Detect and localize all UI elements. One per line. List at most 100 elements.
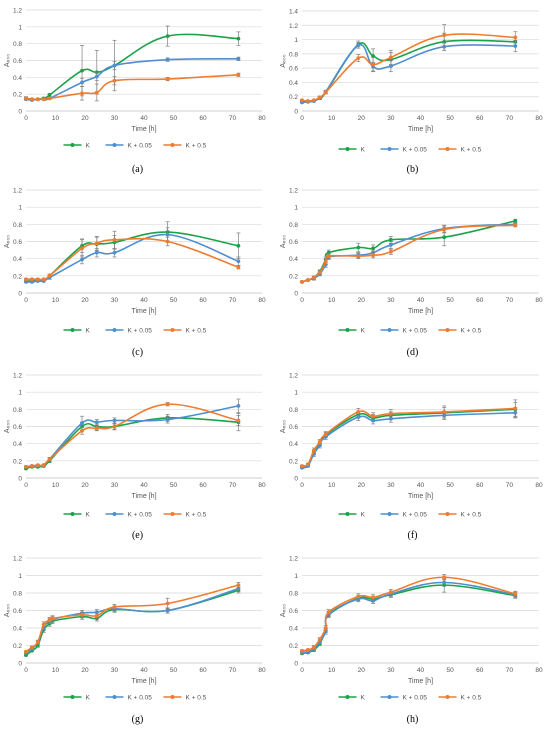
legend-marker — [387, 328, 392, 332]
legend-label: K + 0.5 — [186, 143, 207, 150]
x-tick-label: 50 — [447, 482, 455, 489]
data-point — [41, 97, 46, 102]
x-tick-label: 70 — [506, 297, 514, 304]
y-tick-label: 0.4 — [13, 75, 22, 82]
series-line — [25, 33, 239, 101]
data-point — [30, 645, 34, 650]
data-point — [24, 649, 28, 654]
x-tick-label: 50 — [170, 297, 178, 304]
data-point — [300, 648, 304, 653]
y-tick-label: 0.6 — [289, 608, 298, 615]
x-tick-label: 50 — [170, 482, 178, 489]
data-point — [306, 99, 310, 103]
legend-label: K — [86, 143, 91, 150]
data-point — [356, 415, 361, 419]
data-point — [165, 239, 170, 244]
data-point — [35, 640, 40, 644]
legend-marker — [112, 695, 117, 699]
x-axis-label: Time [h] — [131, 126, 156, 133]
y-tick-label: 0.8 — [289, 591, 298, 598]
data-point — [236, 404, 241, 408]
data-point — [326, 610, 331, 615]
data-point — [323, 260, 328, 264]
legend-marker — [345, 147, 350, 151]
legend-marker — [445, 147, 450, 151]
legend-marker — [345, 695, 350, 699]
legend: K K + 0.05 K + 0.5 — [338, 512, 482, 519]
data-point — [112, 237, 117, 242]
data-point — [513, 44, 518, 48]
data-point — [47, 457, 52, 462]
x-tick-label: 20 — [358, 482, 366, 489]
y-tick-label: 0.4 — [13, 256, 22, 263]
data-point — [300, 464, 304, 468]
data-point — [442, 410, 447, 414]
y-tick-label: 1.2 — [289, 188, 298, 195]
x-tick-label: 20 — [81, 115, 89, 122]
y-tick-label: 0 — [18, 291, 22, 298]
x-tick-label: 80 — [258, 297, 266, 304]
x-tick-label: 70 — [229, 482, 237, 489]
x-tick-label: 10 — [328, 297, 336, 304]
data-point — [442, 575, 447, 580]
data-point — [80, 612, 84, 617]
data-point — [311, 275, 316, 280]
x-tick-label: 0 — [300, 482, 304, 489]
series-line — [25, 231, 239, 282]
data-point — [442, 235, 447, 240]
data-point — [165, 402, 170, 407]
data-point — [47, 273, 52, 278]
y-tick-label: 1.2 — [289, 373, 298, 380]
x-tick-label: 40 — [417, 297, 425, 304]
data-point — [35, 97, 40, 102]
x-tick-label: 30 — [387, 115, 395, 122]
data-point — [513, 35, 518, 40]
x-tick-label: 70 — [229, 115, 237, 122]
x-tick-label: 70 — [506, 482, 514, 489]
x-tick-label: 30 — [111, 482, 119, 489]
x-tick-label: 0 — [300, 297, 304, 304]
panel-caption: (f) — [408, 530, 418, 541]
x-tick-label: 60 — [199, 482, 207, 489]
data-point — [317, 440, 322, 444]
x-axis-label: Time [h] — [131, 493, 156, 500]
x-tick-label: 20 — [358, 297, 366, 304]
y-axis-label: A₆₀₀ — [280, 54, 287, 67]
data-point — [80, 80, 84, 85]
y-tick-label: 0.8 — [13, 41, 22, 48]
y-axis-label: A₆₀₀ — [280, 235, 287, 248]
x-tick-label: 50 — [170, 115, 178, 122]
legend-marker — [170, 143, 175, 147]
y-tick-label: 0 — [18, 109, 22, 116]
legend-label: K + 0.05 — [403, 695, 428, 702]
x-axis-label: Time [h] — [408, 126, 433, 133]
y-tick-label: 1 — [18, 573, 22, 580]
x-tick-label: 0 — [24, 482, 28, 489]
data-point — [80, 246, 84, 251]
y-tick-label: 0 — [294, 476, 298, 483]
data-point — [356, 56, 361, 61]
x-tick-label: 30 — [111, 297, 119, 304]
data-point — [388, 411, 393, 416]
legend-marker — [445, 328, 450, 332]
legend-marker — [387, 147, 392, 151]
legend-label: K — [86, 328, 91, 335]
x-axis-label: Time [h] — [408, 678, 433, 685]
data-point — [112, 250, 117, 255]
data-point — [388, 590, 393, 595]
data-point — [311, 98, 316, 103]
data-point — [94, 74, 99, 79]
y-tick-label: 0.4 — [289, 626, 298, 633]
data-point — [236, 243, 241, 248]
panel-caption: (h) — [407, 714, 419, 725]
data-point — [306, 647, 310, 652]
data-point — [371, 595, 375, 600]
x-tick-label: 30 — [387, 297, 395, 304]
x-tick-label: 70 — [506, 115, 514, 122]
legend-label: K + 0.05 — [128, 512, 153, 519]
chart-panel: 0 0.2 0.4 0.6 0.8 1 1.2 0 10 20 30 40 50 60 70 80 Time [… — [4, 373, 266, 542]
data-point — [300, 98, 304, 103]
y-tick-label: 0.2 — [289, 643, 298, 650]
legend-marker — [170, 512, 175, 516]
legend-label: K + 0.05 — [403, 328, 428, 335]
